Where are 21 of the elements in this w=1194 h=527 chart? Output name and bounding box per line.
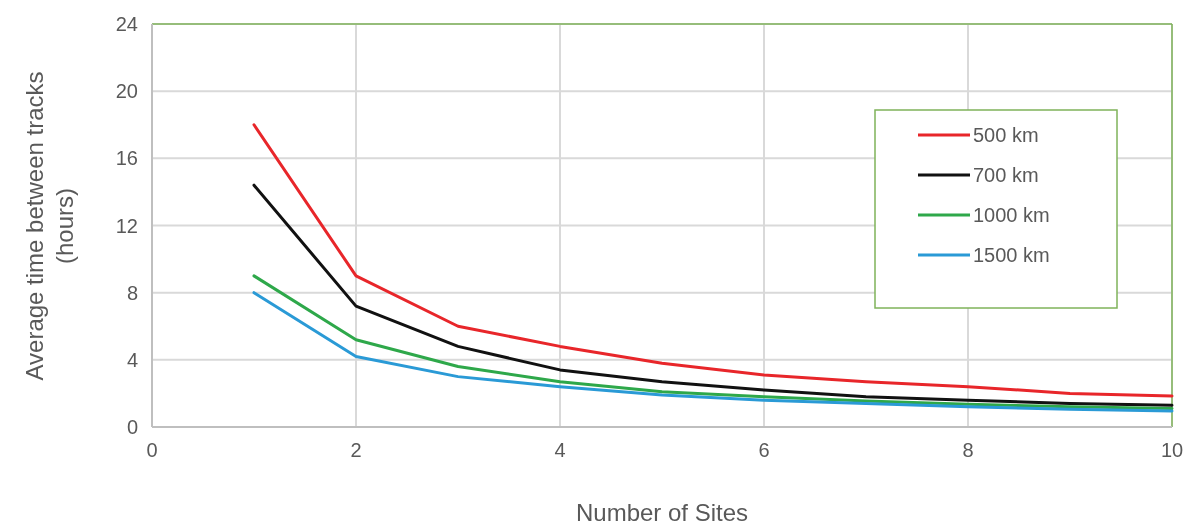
y-tick-label: 4: [126, 348, 138, 371]
legend-label: 500 km: [973, 124, 1039, 146]
y-tick-label: 24: [115, 13, 138, 35]
legend-label: 1000 km: [973, 204, 1050, 226]
line-series: [252, 123, 1174, 398]
x-tick-label: 4: [554, 439, 566, 461]
x-tick-label: 0: [146, 439, 158, 461]
y-tick-label: 0: [126, 416, 138, 438]
x-tick-label: 6: [758, 439, 770, 461]
x-tick-label: 10: [1160, 439, 1184, 461]
legend-label: 700 km: [973, 164, 1039, 186]
y-tick-label: 16: [115, 147, 138, 170]
x-axis-title: Number of Sites: [575, 499, 749, 526]
y-tick-label: 8: [126, 281, 138, 304]
y-tick-label: 20: [115, 80, 138, 103]
x-tick-label: 8: [962, 439, 974, 461]
legend-label: 1500 km: [973, 244, 1050, 266]
x-tick-label: 2: [350, 439, 362, 461]
line-series: [252, 183, 1174, 407]
y-axis-title: Average time between tracks (hours): [20, 70, 79, 383]
y-tick-label: 12: [115, 214, 138, 237]
